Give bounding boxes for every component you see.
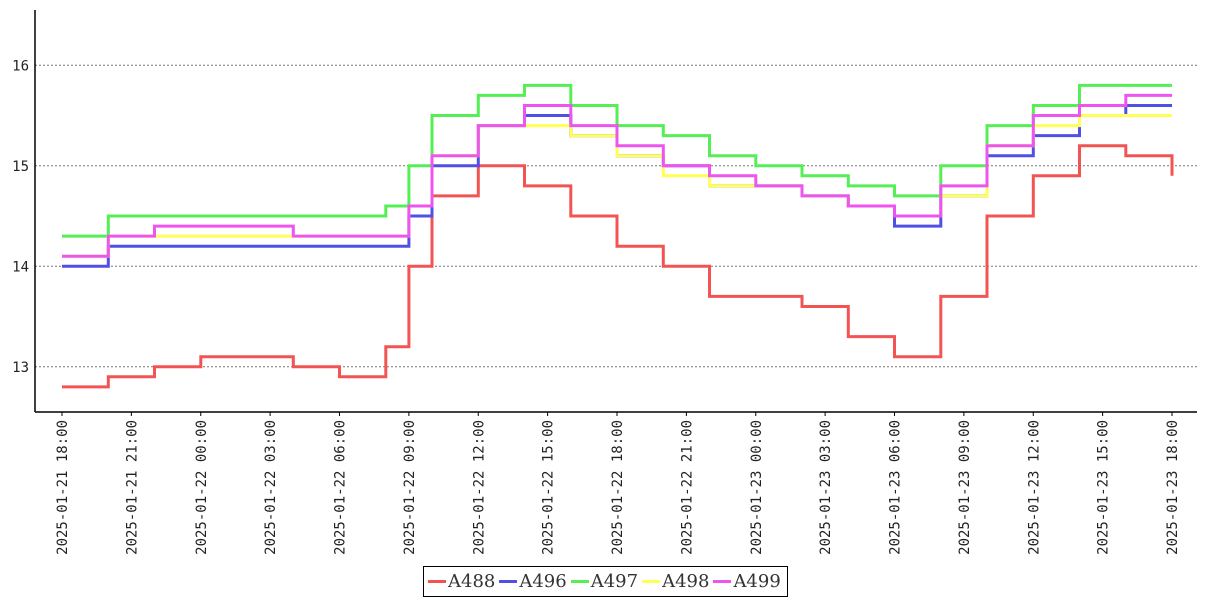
y-ticks: 13 14 15 16 xyxy=(12,58,29,376)
legend-label: A498 xyxy=(662,571,710,592)
x-tick-label: 2025-01-23 00:00 xyxy=(749,420,765,555)
legend-item-a498: A498 xyxy=(640,571,709,592)
legend: A488 A496 A497 A498 A499 xyxy=(423,566,788,597)
x-tick-label: 2025-01-21 18:00 xyxy=(55,420,71,555)
legend-item-a496: A496 xyxy=(497,571,567,592)
legend-item-a497: A497 xyxy=(569,571,638,592)
x-tick-label: 2025-01-22 00:00 xyxy=(194,420,210,555)
x-tick-label: 2025-01-23 15:00 xyxy=(1096,420,1112,555)
series-layer xyxy=(62,83,1174,389)
y-tick-label: 16 xyxy=(12,58,29,74)
x-tick-label: 2025-01-23 18:00 xyxy=(1165,420,1181,555)
series-line-a499 xyxy=(62,93,1172,258)
legend-item-a488: A488 xyxy=(426,571,495,592)
legend-item-a499: A499 xyxy=(711,571,781,592)
x-tick-label: 2025-01-23 06:00 xyxy=(888,420,904,555)
series-line-a497 xyxy=(62,83,1172,238)
x-tick-label: 2025-01-22 09:00 xyxy=(402,420,418,555)
x-tick-label: 2025-01-23 12:00 xyxy=(1026,420,1042,555)
y-tick-label: 15 xyxy=(12,159,29,175)
legend-swatch xyxy=(499,580,518,583)
x-tick-label: 2025-01-21 21:00 xyxy=(124,420,140,555)
x-ticks: 2025-01-21 18:00 2025-01-21 21:00 2025-01-… xyxy=(55,412,1181,555)
x-tick-label: 2025-01-22 03:00 xyxy=(263,420,279,555)
legend-swatch xyxy=(570,580,589,583)
x-tick-label: 2025-01-22 18:00 xyxy=(610,420,626,555)
x-tick-label: 2025-01-23 09:00 xyxy=(957,420,973,555)
x-tick-label: 2025-01-22 06:00 xyxy=(333,420,349,555)
axes xyxy=(34,10,1197,413)
legend-swatch xyxy=(713,580,732,583)
y-tick-label: 14 xyxy=(12,259,29,275)
legend-swatch xyxy=(642,580,661,583)
x-tick-label: 2025-01-22 15:00 xyxy=(541,420,557,555)
x-tick-label: 2025-01-23 03:00 xyxy=(818,420,834,555)
grid xyxy=(35,64,1197,368)
x-tick-label: 2025-01-22 21:00 xyxy=(679,420,695,555)
x-tick-label: 2025-01-22 12:00 xyxy=(471,420,487,555)
legend-label: A496 xyxy=(519,571,567,592)
legend-label: A499 xyxy=(733,571,781,592)
y-tick-label: 13 xyxy=(12,360,29,376)
series-line-a488 xyxy=(62,144,1174,389)
legend-swatch xyxy=(428,580,446,583)
legend-label: A497 xyxy=(590,571,639,592)
legend-label: A488 xyxy=(448,571,496,592)
